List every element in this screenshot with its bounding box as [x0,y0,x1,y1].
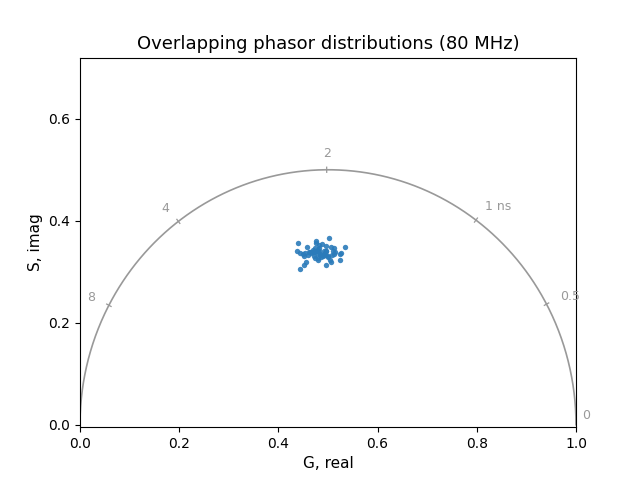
Point [318,252,328,260]
Point [339,243,349,251]
Point [311,238,321,245]
Point [305,249,316,256]
Point [309,249,319,256]
Text: 4: 4 [161,202,169,215]
Point [319,251,329,258]
Text: 8: 8 [87,291,95,304]
Point [326,252,337,259]
Point [292,247,302,255]
Point [310,247,321,254]
Text: 0: 0 [582,409,590,422]
Point [315,250,325,258]
Point [324,256,335,264]
Point [329,250,339,258]
Point [321,261,331,268]
Point [321,247,332,255]
Point [313,246,323,253]
Point [299,252,309,260]
Point [310,240,321,247]
Point [298,250,308,258]
Text: 0.5: 0.5 [561,290,580,303]
Point [314,244,324,252]
Point [317,240,328,248]
Text: 2: 2 [323,147,330,160]
Point [319,247,329,255]
Point [326,243,336,251]
Point [319,252,329,259]
Point [314,240,324,248]
Point [335,251,345,258]
Point [308,249,318,256]
Point [319,249,330,257]
Point [300,249,310,257]
Point [324,234,334,241]
X-axis label: G, real: G, real [303,456,353,471]
Point [310,254,320,262]
Point [294,250,305,257]
Point [295,265,305,273]
Point [335,256,346,264]
Point [328,247,338,255]
Point [307,247,317,254]
Point [330,248,340,256]
Point [321,242,331,250]
Point [301,258,312,265]
Point [309,252,319,260]
Point [303,251,314,259]
Point [310,247,321,254]
Point [336,250,346,257]
Point [316,253,326,261]
Point [313,254,323,262]
Point [315,251,325,259]
Point [323,253,333,261]
Point [326,258,336,265]
Point [304,249,314,256]
Point [310,244,320,252]
Point [302,243,312,251]
Point [299,261,309,269]
Point [314,247,324,254]
Point [328,244,339,252]
Point [312,249,322,257]
Point [312,256,323,264]
Point [321,251,331,259]
Point [292,240,303,247]
Point [321,247,331,255]
Text: 1 ns: 1 ns [485,201,511,214]
Title: Overlapping phasor distributions (80 MHz): Overlapping phasor distributions (80 MHz… [137,35,519,53]
Y-axis label: S, imag: S, imag [28,214,43,271]
Point [306,249,316,257]
Point [323,252,333,260]
